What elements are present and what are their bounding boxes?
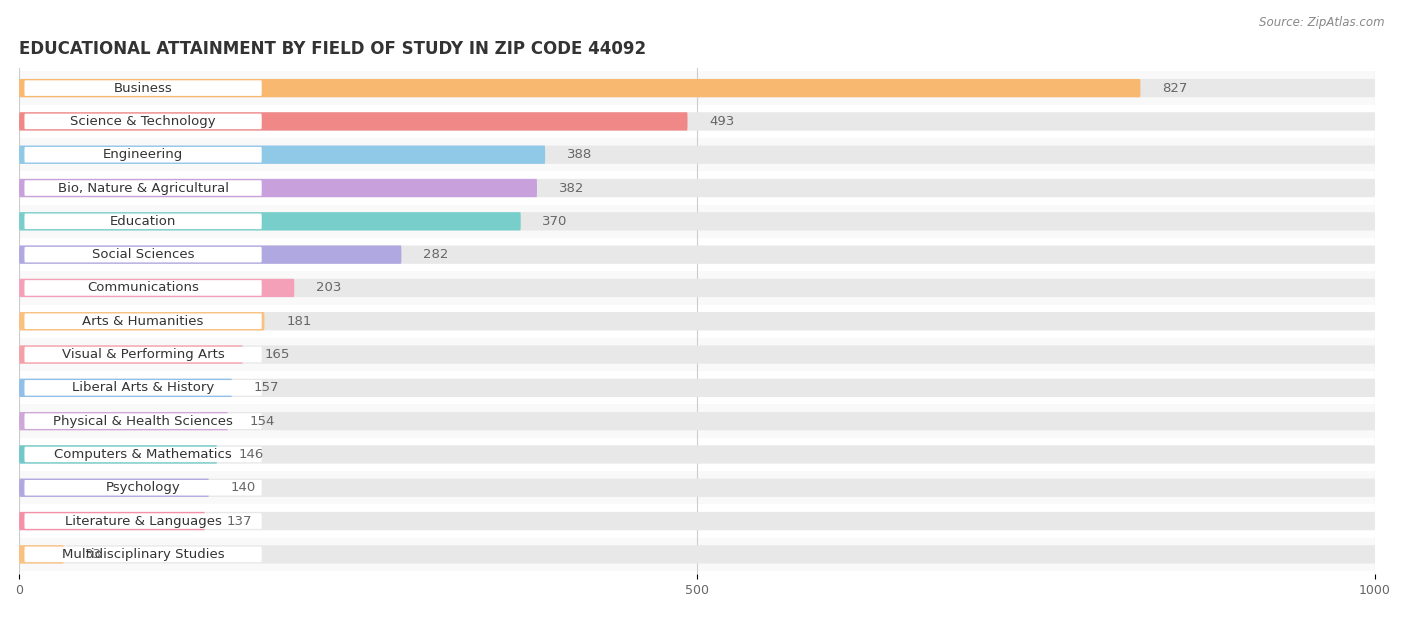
Text: 140: 140 [231,481,256,494]
Text: 493: 493 [709,115,734,128]
FancyBboxPatch shape [20,279,294,297]
FancyBboxPatch shape [20,478,1375,497]
FancyBboxPatch shape [20,271,1375,305]
Text: 370: 370 [543,215,568,228]
FancyBboxPatch shape [24,147,262,163]
FancyBboxPatch shape [20,146,1375,164]
FancyBboxPatch shape [20,379,232,397]
FancyBboxPatch shape [20,445,217,464]
Text: Business: Business [114,81,173,95]
Text: 203: 203 [316,281,342,295]
FancyBboxPatch shape [20,179,537,197]
FancyBboxPatch shape [20,112,1375,131]
Text: 146: 146 [239,448,264,461]
FancyBboxPatch shape [20,279,1375,297]
FancyBboxPatch shape [20,445,1375,464]
FancyBboxPatch shape [20,404,1375,438]
Text: 827: 827 [1163,81,1188,95]
FancyBboxPatch shape [20,345,1375,363]
FancyBboxPatch shape [20,471,1375,504]
FancyBboxPatch shape [20,338,1375,371]
Text: Physical & Health Sciences: Physical & Health Sciences [53,415,233,428]
FancyBboxPatch shape [20,312,264,331]
FancyBboxPatch shape [20,345,243,363]
FancyBboxPatch shape [20,172,1375,204]
FancyBboxPatch shape [20,179,1375,197]
FancyBboxPatch shape [24,513,262,529]
Text: 382: 382 [558,182,583,194]
Text: Education: Education [110,215,176,228]
FancyBboxPatch shape [20,305,1375,338]
Text: Computers & Mathematics: Computers & Mathematics [55,448,232,461]
FancyBboxPatch shape [24,80,262,96]
FancyBboxPatch shape [20,512,205,530]
FancyBboxPatch shape [20,412,1375,430]
FancyBboxPatch shape [24,213,262,229]
Text: Visual & Performing Arts: Visual & Performing Arts [62,348,225,361]
Text: Psychology: Psychology [105,481,180,494]
FancyBboxPatch shape [20,478,209,497]
Text: Social Sciences: Social Sciences [91,248,194,261]
Text: 388: 388 [567,148,592,161]
Text: 154: 154 [249,415,276,428]
Text: 137: 137 [226,514,252,528]
FancyBboxPatch shape [24,546,262,562]
Text: Science & Technology: Science & Technology [70,115,217,128]
FancyBboxPatch shape [24,280,262,296]
FancyBboxPatch shape [20,538,1375,571]
FancyBboxPatch shape [20,312,1375,331]
FancyBboxPatch shape [20,245,401,264]
FancyBboxPatch shape [20,79,1375,97]
FancyBboxPatch shape [24,180,262,196]
FancyBboxPatch shape [24,447,262,463]
FancyBboxPatch shape [20,412,228,430]
FancyBboxPatch shape [20,204,1375,238]
FancyBboxPatch shape [20,504,1375,538]
Text: Communications: Communications [87,281,200,295]
FancyBboxPatch shape [20,212,520,230]
FancyBboxPatch shape [20,212,1375,230]
Text: Liberal Arts & History: Liberal Arts & History [72,381,214,394]
Text: 165: 165 [264,348,290,361]
Text: Bio, Nature & Agricultural: Bio, Nature & Agricultural [58,182,229,194]
FancyBboxPatch shape [24,480,262,495]
Text: 181: 181 [287,315,312,327]
Text: Engineering: Engineering [103,148,183,161]
FancyBboxPatch shape [20,512,1375,530]
FancyBboxPatch shape [24,380,262,396]
FancyBboxPatch shape [20,371,1375,404]
FancyBboxPatch shape [24,247,262,262]
FancyBboxPatch shape [20,146,546,164]
FancyBboxPatch shape [20,112,688,131]
Text: 157: 157 [253,381,280,394]
FancyBboxPatch shape [20,238,1375,271]
FancyBboxPatch shape [24,314,262,329]
FancyBboxPatch shape [20,545,1375,563]
FancyBboxPatch shape [20,71,1375,105]
FancyBboxPatch shape [24,114,262,129]
FancyBboxPatch shape [20,545,63,563]
FancyBboxPatch shape [24,413,262,429]
FancyBboxPatch shape [24,347,262,362]
Text: Literature & Languages: Literature & Languages [65,514,222,528]
FancyBboxPatch shape [20,245,1375,264]
FancyBboxPatch shape [20,105,1375,138]
Text: Arts & Humanities: Arts & Humanities [83,315,204,327]
FancyBboxPatch shape [20,438,1375,471]
Text: Source: ZipAtlas.com: Source: ZipAtlas.com [1260,16,1385,29]
Text: 33: 33 [86,548,103,561]
Text: EDUCATIONAL ATTAINMENT BY FIELD OF STUDY IN ZIP CODE 44092: EDUCATIONAL ATTAINMENT BY FIELD OF STUDY… [20,40,647,58]
FancyBboxPatch shape [20,138,1375,172]
Text: Multidisciplinary Studies: Multidisciplinary Studies [62,548,225,561]
FancyBboxPatch shape [20,79,1140,97]
Text: 282: 282 [423,248,449,261]
FancyBboxPatch shape [20,379,1375,397]
